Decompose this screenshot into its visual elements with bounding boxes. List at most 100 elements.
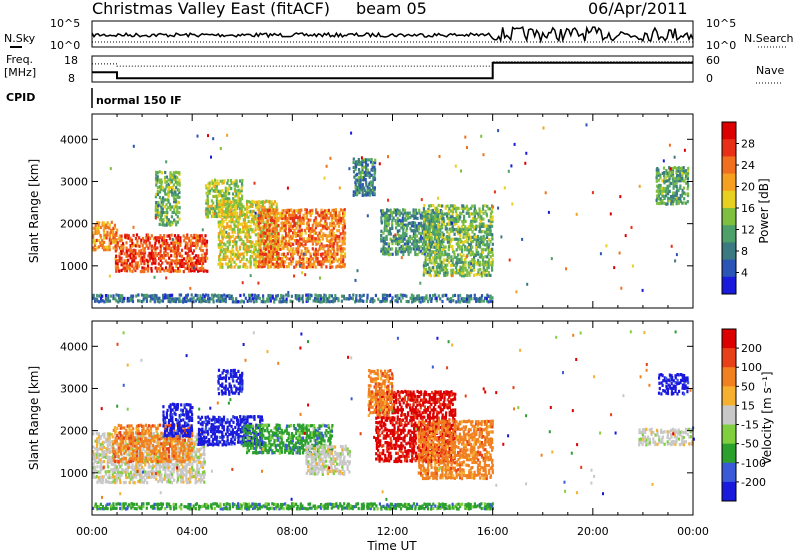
data-cell [125,246,128,250]
data-cell [301,297,304,301]
data-cell [296,297,299,301]
data-cell [329,222,332,226]
data-cell [252,252,255,256]
data-cell [226,255,229,259]
data-cell [93,244,97,248]
data-cell [155,294,158,298]
data-cell [432,219,435,224]
data-cell [395,237,398,241]
data-cell [133,481,136,485]
nsearch-tick-top: 10^5 [706,17,736,30]
data-cell [489,247,492,252]
data-cell [162,196,165,200]
data-cell [290,259,293,263]
data-cell [128,267,132,271]
data-cell [451,245,454,249]
data-cell [451,263,455,267]
data-cell [311,226,314,230]
data-cell [266,219,269,223]
data-cell [148,241,151,245]
data-cell [433,219,436,223]
data-cell [165,473,168,477]
data-cell [487,262,490,267]
data-cell [481,207,485,211]
data-cell [466,254,469,258]
data-cell [267,211,270,215]
data-cell [365,166,368,170]
data-cell [479,253,482,257]
data-cell [302,244,305,248]
data-cell [284,227,287,231]
data-cell [368,193,371,197]
data-cell [164,253,167,257]
data-cell [271,249,275,253]
data-cell [360,156,363,160]
data-cell [430,225,433,229]
data-cell [304,246,307,250]
data-cell [136,241,139,245]
data-cell [497,206,500,210]
data-cell [343,252,347,256]
data-cell [219,253,222,257]
data-cell [217,225,221,229]
data-cell [126,296,129,301]
data-cell [297,210,300,214]
data-cell [225,196,228,200]
data-cell [173,208,176,212]
data-cell [311,234,314,239]
data-cell [472,239,475,243]
data-cell [168,261,171,265]
data-cell [245,252,248,257]
data-cell [387,250,390,254]
data-cell [164,210,167,215]
data-cell [284,240,287,244]
data-cell [436,255,439,260]
data-cell [99,453,102,457]
data-cell [674,177,677,181]
cpid-value: normal 150 IF [96,94,182,107]
data-cell [641,288,644,292]
data-cell [178,252,182,256]
data-cell [281,223,284,227]
data-cell [114,297,117,301]
data-cell [428,233,431,237]
data-cell [405,211,408,215]
data-cell [371,180,374,185]
data-cell [242,257,245,261]
data-cell [484,224,487,228]
data-cell [219,299,222,303]
data-cell [272,240,275,244]
data-cell [184,266,187,271]
data-cell [670,199,673,203]
data-cell [167,182,170,186]
data-cell [510,164,513,168]
data-cell [163,234,166,238]
data-cell [460,297,463,301]
data-cell [457,245,460,249]
data-cell [565,267,568,271]
data-cell [293,265,296,269]
data-cell [391,242,394,246]
data-cell [480,134,483,138]
data-cell [322,213,325,217]
data-cell [219,179,222,183]
data-cell [167,190,170,194]
data-cell [165,175,169,179]
data-cell [193,236,196,240]
data-cell [272,229,275,233]
data-cell [178,206,181,210]
data-cell [239,260,242,264]
data-cell [108,223,111,227]
data-cell [428,245,431,249]
data-cell [120,259,123,263]
data-cell [500,235,503,239]
data-cell [402,249,405,253]
data-cell [363,170,366,174]
data-cell [219,204,222,208]
data-cell [266,228,269,232]
data-cell [103,226,106,230]
data-cell [252,243,256,247]
data-cell [277,233,280,238]
data-cell [143,270,146,274]
data-cell [674,193,677,197]
